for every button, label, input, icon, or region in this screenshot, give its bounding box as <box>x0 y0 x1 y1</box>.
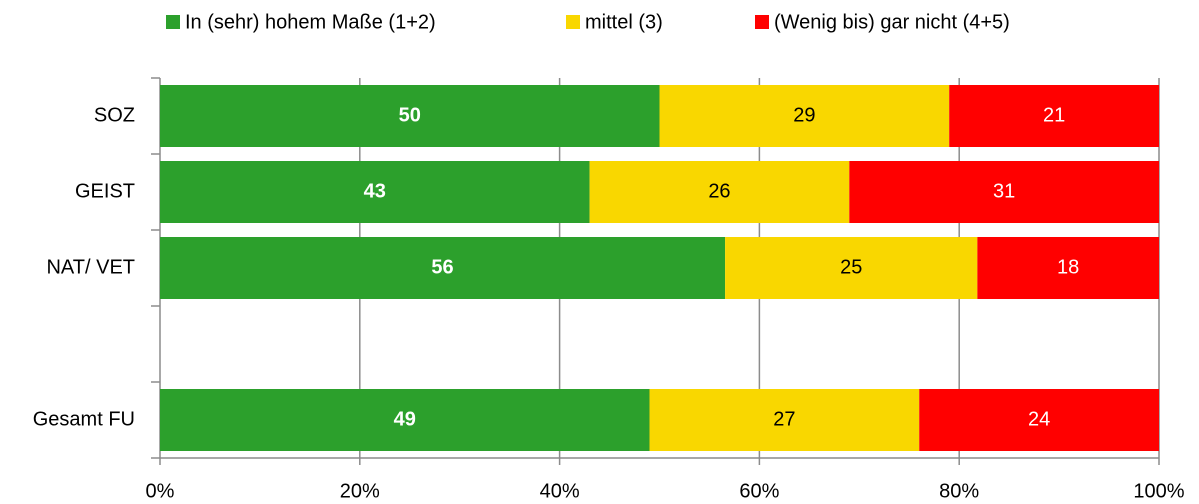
data-label: 21 <box>1043 104 1065 126</box>
x-tick-label: 80% <box>939 480 979 502</box>
data-label: 25 <box>840 256 862 278</box>
data-label: 50 <box>399 104 421 126</box>
bar-segment <box>160 85 660 147</box>
data-label: 56 <box>431 256 453 278</box>
x-tick-label: 0% <box>146 480 175 502</box>
data-label: 29 <box>793 104 815 126</box>
y-tick-label: GEIST <box>75 180 135 202</box>
bar-segment <box>725 237 978 299</box>
bar-segment <box>977 237 1159 299</box>
bar-segment <box>160 237 726 299</box>
y-tick-label: Gesamt FU <box>33 408 135 430</box>
bar-segment <box>949 85 1159 147</box>
legend-swatch <box>166 15 180 29</box>
data-label: 18 <box>1057 256 1079 278</box>
data-label: 49 <box>394 408 416 430</box>
y-tick-label: NAT/ VET <box>46 256 135 278</box>
x-tick-label: 20% <box>340 480 380 502</box>
bar-segment <box>659 85 950 147</box>
legend-swatch <box>755 15 769 29</box>
x-tick-label: 40% <box>540 480 580 502</box>
x-tick-label: 60% <box>739 480 779 502</box>
bar-segment <box>849 161 1159 223</box>
y-tick-label: SOZ <box>94 104 135 126</box>
data-label: 27 <box>773 408 795 430</box>
data-label: 24 <box>1028 408 1050 430</box>
bar-segment <box>160 389 650 451</box>
bar-segment <box>589 161 850 223</box>
x-tick-label: 100% <box>1133 480 1184 502</box>
legend-label: mittel (3) <box>585 11 663 33</box>
data-label: 31 <box>993 180 1015 202</box>
legend-label: (Wenig bis) gar nicht (4+5) <box>774 11 1010 33</box>
legend-swatch <box>566 15 580 29</box>
legend-label: In (sehr) hohem Maße (1+2) <box>185 11 436 33</box>
data-label: 26 <box>708 180 730 202</box>
data-label: 43 <box>364 180 386 202</box>
bar-segment <box>919 389 1159 451</box>
bar-segment <box>160 161 590 223</box>
bar-segment <box>649 389 920 451</box>
